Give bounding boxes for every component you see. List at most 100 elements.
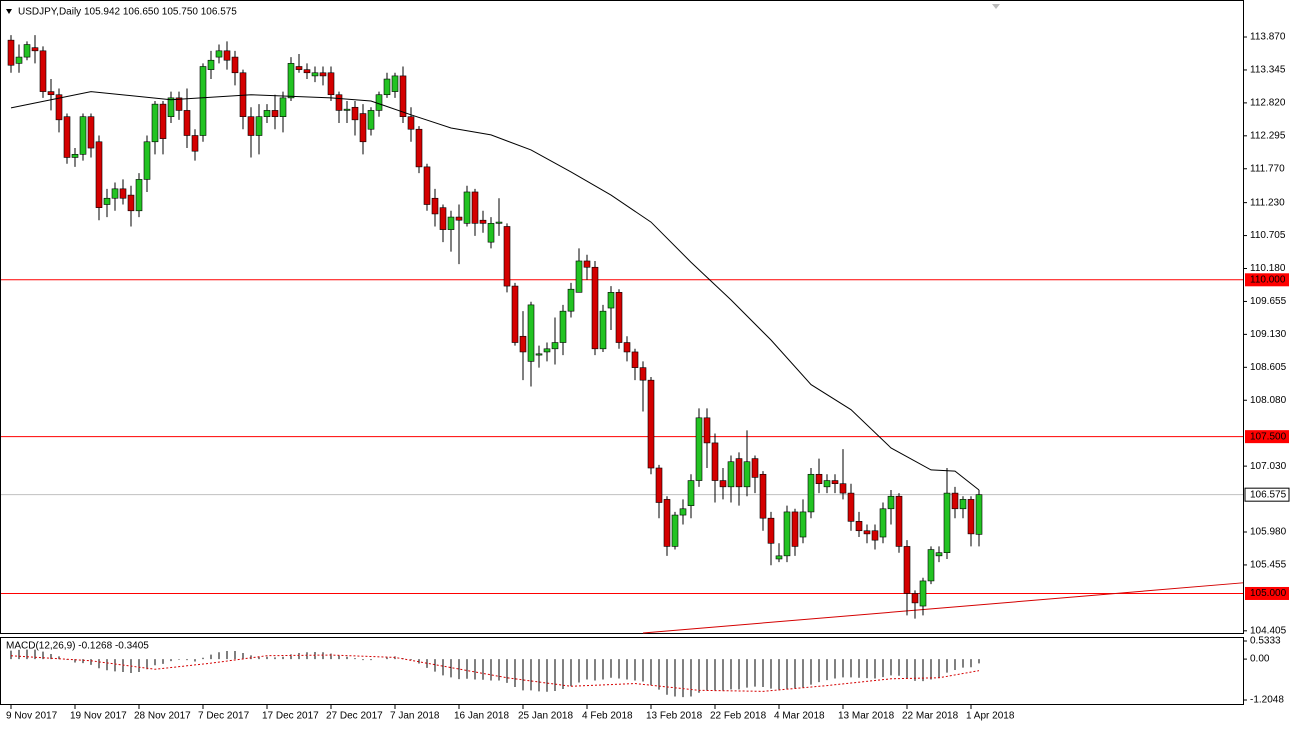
candle-body [231,56,239,74]
candle-body [559,310,567,343]
candle-body [911,593,919,604]
y-tick-label: 111.230 [1250,197,1285,208]
candle-body [623,342,631,353]
candle-body [871,530,879,541]
candle-body [399,75,407,117]
candle-body [935,552,943,557]
candle-body [655,467,663,503]
candle-body [607,292,615,309]
candle-body [263,110,271,117]
candle-body [511,285,519,343]
candle-body [471,191,479,224]
candle-body [863,530,871,535]
candle-body [591,266,599,350]
level-label: 107.500 [1250,431,1287,442]
candle-body [367,110,375,130]
candle-body [695,417,703,481]
candle-body [143,141,151,180]
candle-body [95,141,103,208]
y-tick-label: 105.455 [1250,560,1287,571]
candle-body [247,116,255,136]
candle-body [887,495,895,510]
x-tick-label: 7 Dec 2017 [198,711,250,722]
candle-body [103,197,111,205]
price-label: 106.575 [1250,489,1287,500]
x-tick-label: 22 Mar 2018 [902,711,959,722]
candle-body [631,351,639,368]
macd-y-tick-label: 0.5333 [1250,636,1281,647]
candle-body [783,511,791,557]
y-tick-label: 110.705 [1250,230,1286,241]
candle-body [647,379,655,469]
x-tick-label: 13 Feb 2018 [646,711,703,722]
candle-body [839,483,847,494]
candle-body [639,367,647,381]
candle-body [975,494,983,535]
candle-body [207,59,215,70]
candle-body [199,66,207,136]
candle-body [215,50,223,58]
candle-body [39,50,47,92]
candle-body [271,110,279,117]
candle-body [687,480,695,506]
candle-body [727,461,735,488]
x-tick-label: 4 Mar 2018 [774,711,825,722]
x-tick-label: 17 Dec 2017 [262,711,319,722]
candle-body [311,72,319,77]
candle-body [431,197,439,215]
macd-y-tick-label: -1.2048 [1250,695,1284,706]
candle-body [343,108,351,111]
candle-body [183,110,191,136]
candle-body [127,194,135,212]
moving-average [10,91,980,491]
candle-body [439,207,447,230]
x-tick-label: 16 Jan 2018 [454,711,509,722]
candle-body [671,514,679,547]
candle-body [167,97,175,117]
candle-body [47,91,55,96]
candle-body [919,580,927,607]
candle-body [719,480,727,488]
candle-body [287,63,295,99]
candle-body [535,353,543,356]
candle-body [583,260,591,268]
candle-body [815,473,823,484]
x-tick-label: 1 Apr 2018 [966,711,1015,722]
x-tick-label: 22 Feb 2018 [710,711,767,722]
candle-body [767,517,775,544]
candle-body [223,50,231,61]
candle-body [71,154,79,158]
menu-arrow[interactable] [6,9,12,14]
y-tick-label: 113.345 [1250,65,1286,76]
candle-body [391,75,399,92]
y-tick-label: 112.820 [1250,98,1286,109]
y-tick-label: 108.080 [1250,395,1287,406]
candle-body [903,546,911,594]
candle-body [87,116,95,149]
level-tag [1245,586,1289,600]
candle-body [735,458,743,488]
candle-body [799,511,807,538]
candle-body [15,56,23,64]
candle-body [31,47,39,52]
candle-body [447,216,455,230]
candle-body [455,216,463,221]
candle-body [111,188,119,199]
candle-body [383,78,391,96]
candle-body [967,499,975,535]
x-tick-label: 19 Nov 2017 [70,711,127,722]
candle-body [303,69,311,74]
candle-body [943,492,951,553]
candle-body [415,128,423,168]
level-label: 110.000 [1250,274,1286,285]
x-tick-label: 7 Jan 2018 [390,711,440,722]
candle-body [55,94,63,121]
candle-body [599,310,607,350]
candle-body [495,221,503,224]
macd-y-tick-label: 0.00 [1250,654,1270,665]
candle-body [759,473,767,519]
macd-panel [0,637,1244,705]
level-tag [1245,430,1289,444]
candle-body [775,555,783,560]
x-tick-label: 25 Jan 2018 [518,711,573,722]
